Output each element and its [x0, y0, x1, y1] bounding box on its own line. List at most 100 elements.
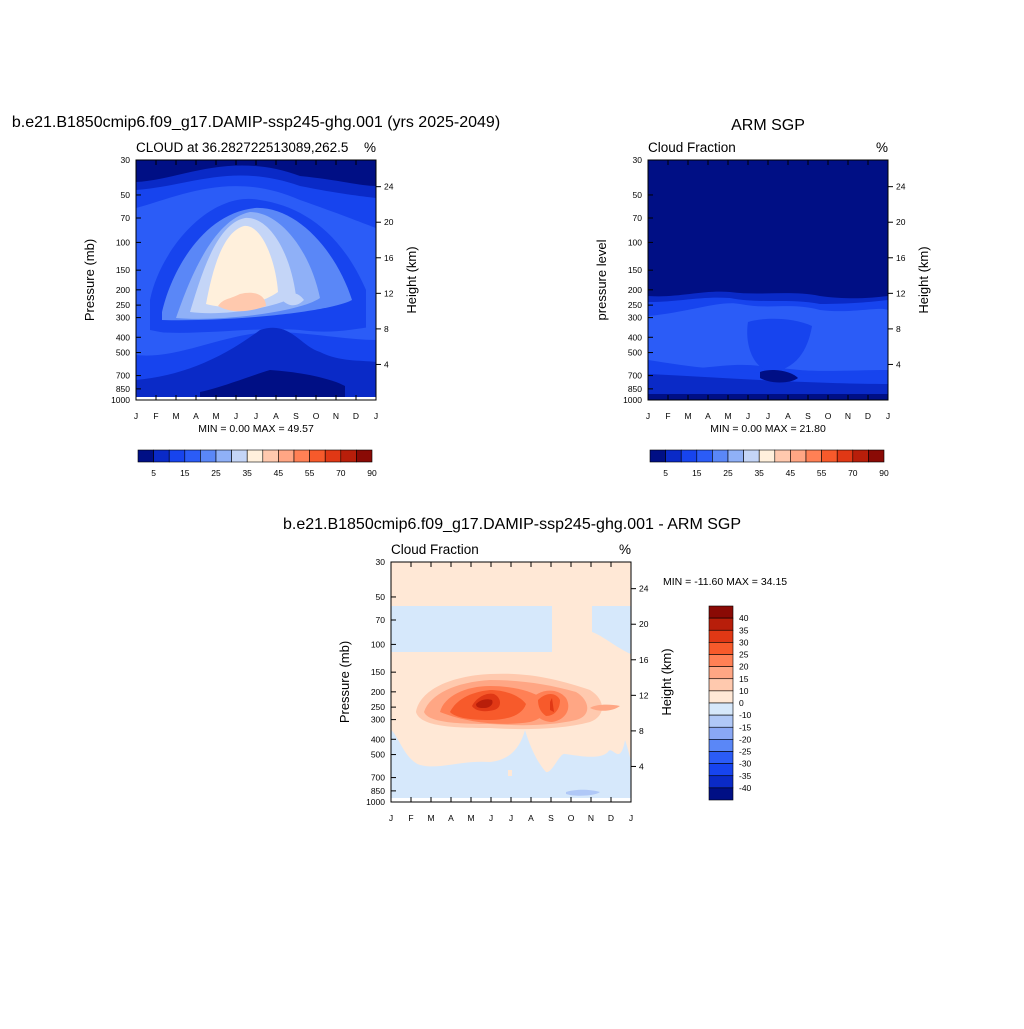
panel-model: b.e21.B1850cmip6.f09_g17.DAMIP-ssp245-gh… [12, 114, 500, 478]
colorbar-box [743, 449, 760, 463]
panel-obs-contour-field [648, 160, 888, 400]
x-tick-label: M [724, 411, 731, 421]
y-tick-label: 850 [116, 384, 130, 394]
y-tick-label: 50 [376, 592, 386, 602]
colorbar-label: 25 [211, 468, 221, 478]
colorbar-box [708, 714, 734, 728]
colorbar-box [324, 449, 342, 463]
y-tick-label: 70 [376, 615, 386, 625]
x-tick-label: J [389, 813, 393, 823]
colorbar-label: 55 [817, 468, 827, 478]
colorbar-box [309, 449, 326, 463]
x-tick-label: D [865, 411, 871, 421]
panel-diff-colorbar: 40 35 30 25 20 15 10 0 -10 -15 -20 -25 -30 -35 -40 [708, 605, 752, 801]
y-tick-label: 500 [371, 750, 385, 760]
y-tick-label: 200 [371, 687, 385, 697]
colorbar-label: 90 [879, 468, 889, 478]
y-tick-label: 50 [633, 190, 643, 200]
panel-model-ylabel-right: Height (km) [404, 246, 419, 313]
panel-model-title: b.e21.B1850cmip6.f09_g17.DAMIP-ssp245-gh… [12, 114, 500, 131]
x-tick-label: F [665, 411, 670, 421]
y-tick-label: 850 [628, 384, 642, 394]
colorbar-box [821, 449, 838, 463]
y-right-tick-label: 20 [639, 619, 649, 629]
colorbar-box [708, 654, 734, 667]
colorbar-box [868, 449, 885, 463]
y-tick-label: 30 [121, 155, 131, 165]
panel-obs-title: ARM SGP [731, 117, 805, 134]
colorbar-box [168, 449, 186, 463]
y-right-tick-label: 12 [896, 288, 906, 298]
colorbar-box [708, 763, 734, 777]
colorbar-label: 10 [739, 686, 749, 696]
colorbar-box [200, 449, 217, 463]
colorbar-label: 0 [739, 698, 744, 708]
x-tick-label: A [528, 813, 534, 823]
colorbar-label: 25 [739, 650, 749, 660]
panel-diff-ylabel-right: Height (km) [659, 648, 674, 715]
colorbar-label: 5 [151, 468, 156, 478]
x-tick-label: M [427, 813, 434, 823]
y-right-tick-label: 20 [384, 217, 394, 227]
y-tick-label: 150 [371, 667, 385, 677]
x-tick-label: J [509, 813, 513, 823]
y-tick-label: 30 [633, 155, 643, 165]
panel-diff-right-string: % [619, 542, 631, 557]
colorbar-box [758, 449, 776, 463]
y-right-tick-label: 24 [384, 182, 394, 192]
x-tick-label: N [333, 411, 339, 421]
y-tick-label: 250 [628, 300, 642, 310]
colorbar-label: -30 [739, 759, 752, 769]
x-tick-label: J [489, 813, 493, 823]
panel-diff-stats: MIN = -11.60 MAX = 34.15 [663, 576, 787, 588]
panel-model-ylabel: Pressure (mb) [82, 239, 97, 321]
colorbar-label: 45 [274, 468, 284, 478]
colorbar-box [665, 449, 682, 463]
colorbar-box [708, 629, 734, 643]
y-tick-label: 300 [628, 313, 642, 323]
x-tick-label: S [548, 813, 554, 823]
y-tick-label: 70 [121, 213, 131, 223]
colorbar-label: 25 [723, 468, 733, 478]
colorbar-box [805, 449, 822, 463]
panel-obs: ARM SGP Cloud Fraction % 30 50 70 100 150 200… [594, 117, 931, 478]
y-right-tick-label: 8 [896, 324, 901, 334]
x-tick-label: A [448, 813, 454, 823]
y-tick-label: 1000 [111, 395, 130, 405]
colorbar-label: 15 [692, 468, 702, 478]
y-right-tick-label: 16 [384, 253, 394, 263]
y-tick-label: 1000 [623, 395, 642, 405]
y-tick-label: 300 [371, 715, 385, 725]
x-tick-label: J [374, 411, 378, 421]
panel-diff-title: b.e21.B1850cmip6.f09_g17.DAMIP-ssp245-gh… [283, 516, 741, 533]
y-tick-label: 850 [371, 786, 385, 796]
colorbar-box [231, 449, 248, 463]
colorbar-label: -10 [739, 710, 752, 720]
y-tick-label: 700 [628, 371, 642, 381]
colorbar-box [696, 449, 713, 463]
x-tick-label: J [629, 813, 633, 823]
x-tick-label: S [805, 411, 811, 421]
x-tick-label: A [705, 411, 711, 421]
colorbar-box [293, 449, 310, 463]
panel-model-y-right-ticks: 24 20 16 12 8 4 [376, 182, 394, 369]
x-tick-label: J [134, 411, 138, 421]
x-tick-label: A [785, 411, 791, 421]
colorbar-box [708, 787, 734, 801]
colorbar-label: 90 [367, 468, 377, 478]
x-tick-label: M [684, 411, 691, 421]
y-tick-label: 400 [628, 332, 642, 342]
colorbar-box [708, 642, 734, 655]
x-tick-label: D [353, 411, 359, 421]
y-right-tick-label: 4 [639, 761, 644, 771]
colorbar-box [708, 666, 734, 680]
x-tick-label: O [313, 411, 320, 421]
panel-diff-left-string: Cloud Fraction [391, 542, 479, 557]
y-right-tick-label: 16 [896, 253, 906, 263]
y-tick-label: 200 [628, 285, 642, 295]
y-tick-label: 150 [628, 265, 642, 275]
y-tick-label: 70 [633, 213, 643, 223]
colorbar-label: 55 [305, 468, 315, 478]
